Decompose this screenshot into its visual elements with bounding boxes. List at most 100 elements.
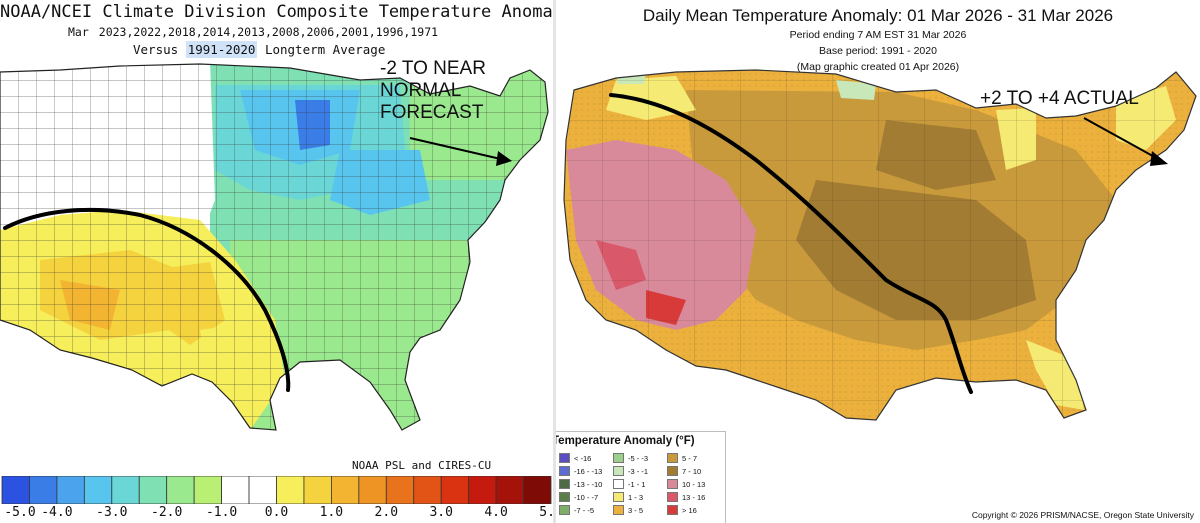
colorbar-tick-label: 5.0 [539, 505, 553, 520]
legend-swatch [667, 453, 678, 463]
noaa-title: NOAA/NCEI Climate Division Composite Tem… [0, 2, 553, 22]
legend-swatch [559, 492, 570, 502]
colorbar-tick-label: -2.0 [151, 505, 183, 520]
legend-item: < -16 [559, 453, 591, 463]
arrow-icon [1083, 117, 1168, 166]
legend-item: -10 - -7 [559, 492, 598, 502]
colorbar-segment [303, 476, 332, 504]
prism-anomaly-fill [564, 70, 1196, 420]
colorbar-tick-label: -3.0 [96, 505, 128, 520]
versus-suffix: Longterm Average [264, 42, 386, 57]
colorbar-segment [83, 476, 113, 504]
prism-created: (Map graphic created 01 Apr 2026) [796, 61, 960, 73]
colorbar-segment [276, 476, 305, 504]
legend-item: 10 - 13 [667, 479, 705, 489]
versus-prefix: Versus [133, 42, 179, 57]
arrow-icon [409, 137, 512, 166]
legend-swatch [613, 492, 624, 502]
colorbar-ticks: -5.0 -4.0 -3.0 -2.0 -1.0 0.0 1.0 2.0 3.0 4.0 5.0 [0, 505, 553, 523]
colorbar-segment [111, 476, 140, 504]
legend-swatch [559, 466, 570, 476]
legend-swatch [613, 479, 624, 489]
colorbar-segment [248, 476, 277, 504]
legend-item: -13 - -10 [559, 479, 602, 489]
legend-label: -13 - -10 [574, 479, 603, 489]
forecast-annotation: -2 TO NEAR NORMAL FORECAST [380, 58, 486, 124]
legend-label: -3 - -1 [628, 466, 649, 476]
legend-label: > 16 [682, 505, 697, 515]
base-period-highlight: 1991-2020 [185, 41, 258, 58]
actual-annotation: +2 TO +4 ACTUAL [980, 88, 1139, 109]
legend-item: 1 - 3 [613, 492, 643, 502]
legend: Temperature Anomaly (°F) < -16 -16 - -13 -… [556, 431, 726, 523]
panel-divider [553, 0, 556, 523]
colorbar-tick-label: 0.0 [264, 505, 289, 520]
legend-item: > 16 [667, 505, 697, 515]
versus-line: Versus 1991-2020 Longterm Average [133, 41, 386, 58]
legend-label: -16 - -13 [574, 466, 603, 476]
colorbar-segment [29, 476, 58, 504]
colorbar-segment [413, 476, 442, 504]
colorbar-segment [385, 476, 415, 504]
prism-anomaly-panel: Daily Mean Temperature Anomaly: 01 Mar 2… [556, 0, 1200, 523]
colorbar-segment [495, 476, 524, 504]
legend-item: 3 - 5 [613, 505, 643, 515]
legend-label: -7 - -5 [574, 505, 595, 515]
colorbar-segment [440, 476, 470, 504]
annotation-line-2: NORMAL [380, 80, 462, 101]
noaa-credit: NOAA PSL and CIRES-CU [352, 459, 492, 472]
legend-swatch [613, 505, 624, 515]
composite-month: Mar [68, 25, 89, 39]
legend-item: -16 - -13 [559, 466, 602, 476]
legend-label: 3 - 5 [628, 505, 644, 515]
copyright: Copyright © 2026 PRISM/NACSE, Oregon Sta… [971, 510, 1194, 520]
colorbar-tick-label: 2.0 [374, 505, 399, 520]
colorbar-tick-label: -1.0 [205, 505, 238, 520]
noaa-colorbar [1, 476, 552, 504]
prism-us-map [563, 69, 1197, 421]
legend-label: -10 - -7 [574, 492, 599, 502]
prism-base: Base period: 1991 - 2020 [819, 45, 937, 57]
legend-item: -3 - -1 [613, 466, 648, 476]
legend-label: 10 - 13 [682, 479, 706, 489]
legend-swatch [613, 466, 624, 476]
legend-swatch [667, 505, 678, 515]
legend-label: 7 - 10 [682, 466, 702, 476]
colorbar-tick-label: -5.0 [4, 505, 36, 520]
colorbar-segment [166, 476, 195, 504]
legend-swatch [667, 492, 678, 502]
legend-item: 5 - 7 [667, 453, 697, 463]
prism-title: Daily Mean Temperature Anomaly: 01 Mar 2… [642, 6, 1114, 25]
legend-label: < -16 [574, 453, 592, 463]
colorbar-segment [56, 476, 85, 504]
colorbar-tick-label: 4.0 [484, 505, 508, 520]
legend-label: 5 - 7 [682, 453, 698, 463]
prism-period: Period ending 7 AM EST 31 Mar 2026 [789, 29, 967, 41]
legend-swatch [559, 453, 570, 463]
legend-swatch [667, 479, 678, 489]
colorbar-segment [358, 476, 387, 504]
legend-swatch [667, 466, 678, 476]
noaa-boundary-line [3, 207, 291, 392]
noaa-composite-panel: NOAA/NCEI Climate Division Composite Tem… [0, 0, 553, 523]
colorbar-tick-label: -4.0 [41, 505, 73, 520]
legend-label: -5 - -3 [628, 453, 649, 463]
colorbar-tick-label: 3.0 [429, 505, 453, 520]
colorbar-segment [468, 476, 497, 504]
legend-swatch [559, 479, 570, 489]
colorbar-tick-label: 1.0 [319, 505, 344, 520]
prism-boundary-line [609, 93, 973, 394]
composite-year-list: 2023,2022,2018,2014,2013,2008,2006,2001,… [98, 25, 439, 39]
legend-item: 13 - 16 [667, 492, 705, 502]
legend-item: 7 - 10 [667, 466, 701, 476]
colorbar-segment [193, 476, 222, 504]
legend-label: 13 - 16 [682, 492, 706, 502]
colorbar-segment [330, 476, 360, 504]
legend-swatch [559, 505, 570, 515]
composite-years: Mar 2023,2022,2018,2014,2013,2008,2006,20… [68, 25, 438, 39]
legend-item: -1 - 1 [613, 479, 646, 489]
legend-item: -7 - -5 [559, 505, 594, 515]
annotation-line-1: -2 TO NEAR [380, 58, 486, 79]
noaa-us-map [0, 63, 549, 431]
legend-item: -5 - -3 [613, 453, 648, 463]
